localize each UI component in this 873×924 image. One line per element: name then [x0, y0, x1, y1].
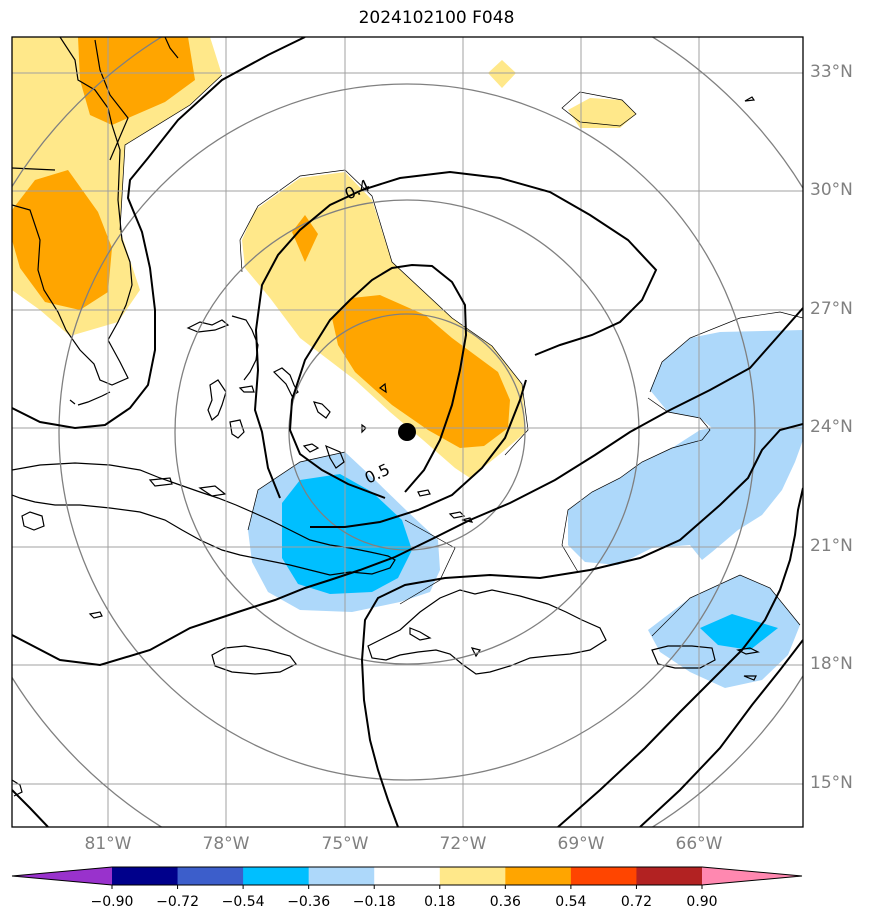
- lon-label-75w: 75°W: [321, 834, 369, 854]
- colorbar-cell: [505, 867, 572, 885]
- colorbar-cell: [112, 867, 179, 885]
- colorbar-tick-label: −0.18: [352, 894, 396, 910]
- black-contours: [12, 37, 803, 827]
- colorbar: [11, 866, 803, 889]
- colorbar-extend-low: [12, 867, 112, 885]
- lon-label-66w: 66°W: [675, 834, 723, 854]
- range-rings: [12, 37, 803, 827]
- plot-frame: [11, 36, 804, 828]
- lat-label-15n: 15°N: [810, 773, 853, 793]
- map-title: 2024102100 F048: [358, 8, 515, 28]
- colorbar-cell: [636, 867, 703, 885]
- colorbar-tick-label: 0.36: [489, 894, 521, 910]
- colorbar-tick-label: 0.18: [424, 894, 456, 910]
- colorbar-tick-label: −0.54: [221, 894, 265, 910]
- map-plot-area: 0.4 0.5: [12, 37, 803, 827]
- lat-label-18n: 18°N: [810, 654, 853, 674]
- colorbar-cell: [243, 867, 310, 885]
- coastlines: [12, 37, 760, 797]
- graticule: [12, 37, 803, 827]
- lat-label-30n: 30°N: [810, 180, 853, 200]
- colorbar-tick-label: 0.90: [686, 894, 718, 910]
- lat-label-24n: 24°N: [810, 417, 853, 437]
- lat-label-21n: 21°N: [810, 536, 853, 556]
- colorbar-tick-label: −0.90: [90, 894, 134, 910]
- colorbar-cell: [308, 867, 375, 885]
- colorbar-tick-label: 0.54: [555, 894, 587, 910]
- lon-label-72w: 72°W: [439, 834, 487, 854]
- colorbar-tick-label: −0.36: [287, 894, 331, 910]
- storm-center-marker: [398, 423, 416, 441]
- lon-label-81w: 81°W: [84, 834, 132, 854]
- colorbar-cell: [439, 867, 506, 885]
- colorbar-tick-label: 0.72: [620, 894, 653, 910]
- colorbar-cell: [374, 867, 441, 885]
- lat-label-33n: 33°N: [810, 62, 853, 82]
- colorbar-extend-high: [702, 867, 802, 885]
- lat-label-27n: 27°N: [810, 299, 853, 319]
- colorbar-cell: [570, 867, 637, 885]
- orange-fill-regions: [12, 37, 510, 448]
- lon-label-78w: 78°W: [202, 834, 250, 854]
- lon-label-69w: 69°W: [557, 834, 605, 854]
- colorbar-tick-label: −0.72: [156, 894, 199, 910]
- colorbar-cell: [177, 867, 244, 885]
